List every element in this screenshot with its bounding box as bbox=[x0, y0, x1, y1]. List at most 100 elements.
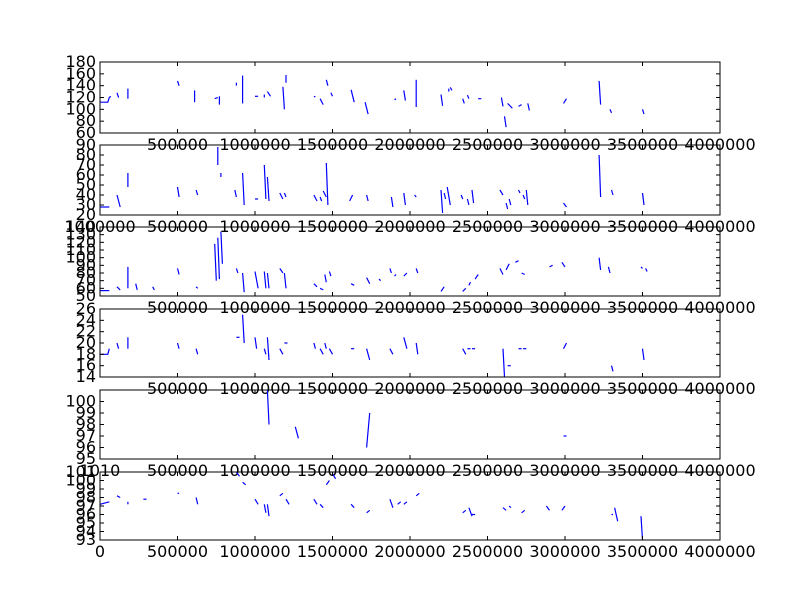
data-line-segment bbox=[609, 109, 613, 114]
data-line-segment bbox=[331, 473, 337, 480]
data-line-segment bbox=[283, 192, 287, 198]
y-tick-label: 20 bbox=[76, 205, 96, 224]
data-line-segment bbox=[440, 94, 444, 106]
data-line-segment bbox=[443, 192, 447, 200]
data-line-segment bbox=[640, 266, 643, 269]
y-tick-label: 120 bbox=[65, 232, 96, 251]
data-line-segment bbox=[390, 196, 394, 208]
y-tick-label: 96 bbox=[76, 438, 96, 457]
y-tick-label: 101 bbox=[65, 462, 96, 481]
y-tick-label: 95 bbox=[76, 449, 96, 468]
data-line-segment bbox=[195, 497, 199, 505]
data-line-segment bbox=[610, 365, 614, 372]
x-tick-label: 3500000 bbox=[607, 542, 678, 561]
data-line-segment bbox=[505, 202, 509, 210]
data-line-segment bbox=[474, 274, 479, 280]
data-line-segment bbox=[503, 116, 507, 128]
data-line-segment bbox=[366, 194, 369, 202]
data-line-segment bbox=[562, 98, 568, 104]
data-line-segment bbox=[521, 272, 525, 276]
data-line-segment bbox=[235, 471, 240, 477]
data-line-segment bbox=[195, 189, 199, 196]
data-line-segment bbox=[366, 509, 371, 514]
data-line-segment bbox=[645, 268, 648, 272]
data-line-segment bbox=[563, 202, 567, 208]
y-tick-label: 80 bbox=[76, 145, 96, 164]
data-line-segment bbox=[549, 264, 553, 268]
data-line-segment bbox=[242, 314, 245, 344]
data-line-segment bbox=[313, 498, 318, 505]
y-tick-label: 130 bbox=[65, 225, 96, 244]
data-line-segment bbox=[525, 189, 529, 206]
data-line-segment bbox=[242, 272, 245, 293]
data-line-segment bbox=[152, 286, 155, 291]
data-line-segment bbox=[266, 272, 270, 289]
data-line-segment bbox=[364, 102, 369, 115]
data-line-segment bbox=[508, 198, 512, 206]
x-tick-label: 1500000 bbox=[297, 461, 368, 480]
y-tick-label: 90 bbox=[76, 255, 96, 274]
data-line-segment bbox=[116, 342, 120, 349]
y-tick-label: 98 bbox=[76, 488, 96, 507]
x-tick-label: 4000000 bbox=[684, 542, 755, 561]
data-line-segment bbox=[403, 192, 406, 206]
data-line-segment bbox=[242, 172, 245, 206]
y-tick-label: 96 bbox=[76, 505, 96, 524]
data-line-segment bbox=[263, 164, 267, 200]
data-line-segment bbox=[319, 287, 324, 291]
data-line-segment bbox=[641, 192, 645, 206]
data-line-segment bbox=[116, 495, 121, 499]
data-line-segment bbox=[350, 503, 355, 509]
x-tick-label: 4000000 bbox=[684, 461, 755, 480]
x-tick-label: 1500000 bbox=[297, 542, 368, 561]
data-line-segment bbox=[471, 189, 475, 204]
data-line-segment bbox=[283, 272, 287, 289]
data-line-segment bbox=[254, 498, 259, 505]
y-tick-label: 30 bbox=[76, 195, 96, 214]
data-line-segment bbox=[266, 176, 270, 202]
x-tick-label: 1000000 bbox=[219, 542, 290, 561]
y-tick-label: 70 bbox=[76, 271, 96, 290]
y-tick-label: 90 bbox=[76, 135, 96, 154]
data-line-segment bbox=[319, 196, 323, 202]
x-tick-label: 3500000 bbox=[607, 461, 678, 480]
y-tick-label: 99 bbox=[76, 479, 96, 498]
x-tick-label: 4000000 bbox=[684, 379, 755, 398]
x-tick-label: 2500000 bbox=[452, 298, 523, 317]
y-tick-label: 60 bbox=[76, 165, 96, 184]
data-line-segment bbox=[499, 189, 504, 196]
data-line-segment bbox=[389, 268, 392, 274]
y-tick-label: 100 bbox=[65, 471, 96, 490]
data-line-segment bbox=[176, 342, 180, 349]
data-line-segment bbox=[99, 501, 110, 505]
y-tick-label: 98 bbox=[76, 415, 96, 434]
y-tick-label: 50 bbox=[76, 175, 96, 194]
y-tick-label: 100 bbox=[65, 392, 96, 411]
axes-frame bbox=[99, 389, 721, 460]
data-line-segment bbox=[217, 237, 220, 280]
y-tick-label: 50 bbox=[76, 286, 96, 305]
data-line-segment bbox=[319, 98, 324, 105]
y-tick-label: 16 bbox=[76, 356, 96, 375]
data-line-segment bbox=[328, 271, 332, 277]
data-line-segment bbox=[440, 286, 445, 292]
data-line-segment bbox=[462, 509, 467, 514]
x-tick-label: 3000000 bbox=[529, 542, 600, 561]
y-tick-label: 97 bbox=[76, 496, 96, 515]
axes-frame bbox=[99, 308, 721, 378]
data-line-segment bbox=[415, 268, 419, 274]
x-tick-label: 500000 bbox=[147, 298, 208, 317]
data-line-segment bbox=[366, 348, 371, 361]
x-tick-label: 3000000 bbox=[529, 461, 600, 480]
y-tick-label: 60 bbox=[76, 123, 96, 142]
data-line-segment bbox=[266, 389, 270, 425]
data-line-segment bbox=[462, 348, 467, 355]
data-line-segment bbox=[176, 186, 180, 198]
data-line-segment bbox=[389, 499, 394, 508]
data-line-segment bbox=[235, 268, 239, 274]
data-line-segment bbox=[508, 505, 512, 509]
data-line-segment bbox=[414, 194, 417, 198]
